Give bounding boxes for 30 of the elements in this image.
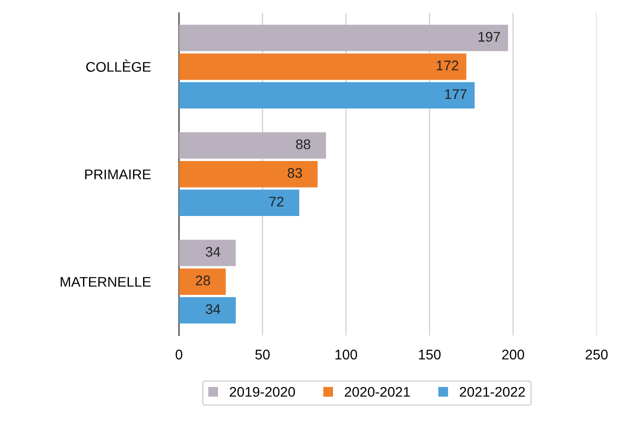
data-label: 177 (445, 89, 467, 99)
data-label: 72 (269, 196, 284, 206)
bar (178, 190, 300, 216)
data-label: 172 (436, 60, 458, 70)
bar (178, 297, 236, 324)
data-label: 28 (196, 276, 210, 286)
x-tick-label: 100 (336, 350, 358, 360)
x-tick-label: 50 (255, 350, 270, 360)
bar (178, 160, 318, 188)
x-tick-label: 0 (176, 350, 182, 360)
legend-label: 2021-2022 (460, 386, 525, 397)
x-tick-label: 150 (419, 350, 441, 360)
legend-label: 2020-2021 (344, 386, 410, 397)
bar (178, 132, 326, 159)
data-label: 197 (478, 32, 500, 42)
legend-label: 2019-2020 (230, 386, 295, 397)
y-tick-label: PRIMAIRE (85, 170, 151, 180)
data-label: 88 (296, 139, 310, 150)
data-label: 83 (288, 168, 302, 178)
data-label: 34 (206, 246, 220, 257)
data-label: 34 (206, 304, 220, 314)
bar (178, 24, 508, 52)
y-tick-label: COLLÈGE (86, 60, 151, 72)
bar (178, 240, 236, 266)
bar (178, 53, 466, 80)
bar (178, 82, 475, 109)
x-tick-label: 200 (502, 350, 524, 360)
y-tick-label: MATERNELLE (60, 277, 151, 287)
bar (178, 268, 226, 295)
x-tick-label: 250 (586, 350, 608, 360)
